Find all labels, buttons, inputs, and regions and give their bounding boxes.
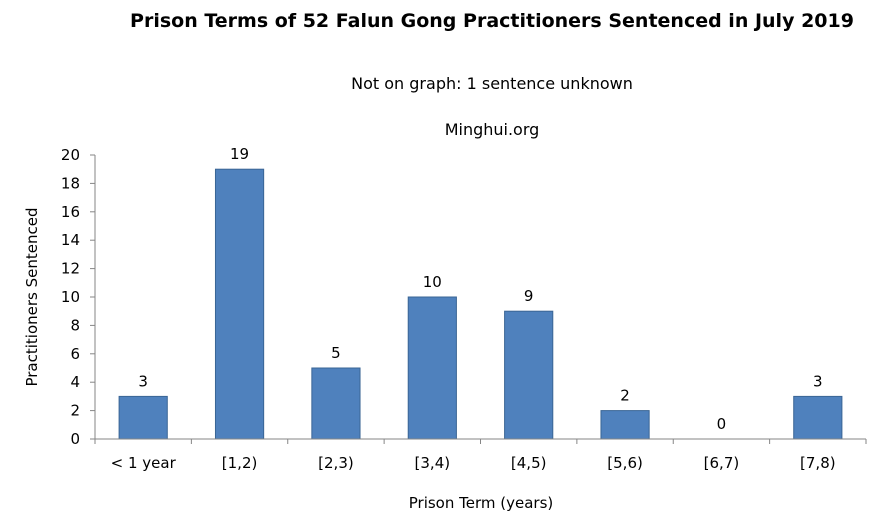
chart-subtitle: Not on graph: 1 sentence unknown — [351, 74, 633, 93]
y-tick-label: 12 — [61, 260, 80, 278]
bar — [118, 395, 168, 440]
chart-title: Prison Terms of 52 Falun Gong Practition… — [130, 10, 854, 32]
data-label: 2 — [620, 387, 630, 405]
y-tick-label: 14 — [61, 231, 80, 249]
bar — [214, 168, 265, 440]
bar — [504, 310, 554, 440]
y-tick-label: 18 — [61, 174, 80, 192]
y-tick-label: 0 — [70, 430, 80, 448]
bar — [311, 367, 361, 440]
data-label: 0 — [717, 415, 727, 433]
bar — [600, 410, 650, 440]
y-tick-label: 4 — [70, 373, 80, 391]
x-tick-label: [1,2) — [222, 454, 258, 472]
y-tick-label: 20 — [61, 146, 80, 164]
bar — [407, 296, 457, 440]
x-tick-label: [2,3) — [318, 454, 354, 472]
y-tick-label: 2 — [70, 402, 80, 420]
x-tick-label: < 1 year — [111, 454, 177, 472]
x-tick-label: [5,6) — [607, 454, 643, 472]
data-label: 3 — [813, 372, 823, 390]
chart-source: Minghui.org — [444, 120, 540, 139]
y-tick-label: 16 — [61, 203, 80, 221]
data-label: 19 — [230, 145, 249, 163]
data-label: 10 — [423, 273, 442, 291]
x-tick-label: [6,7) — [704, 454, 740, 472]
data-label: 5 — [331, 344, 341, 362]
x-tick-label: [3,4) — [415, 454, 451, 472]
x-axis-title: Prison Term (years) — [409, 494, 554, 512]
x-tick-label: [4,5) — [511, 454, 547, 472]
y-tick-label: 10 — [61, 288, 80, 306]
y-axis-title: Practitioners Sentenced — [23, 207, 41, 386]
data-label: 3 — [138, 372, 148, 390]
bar — [793, 395, 843, 440]
y-tick-label: 6 — [70, 345, 80, 363]
x-tick-label: [7,8) — [800, 454, 836, 472]
y-tick-label: 8 — [70, 316, 80, 334]
data-label: 9 — [524, 287, 534, 305]
